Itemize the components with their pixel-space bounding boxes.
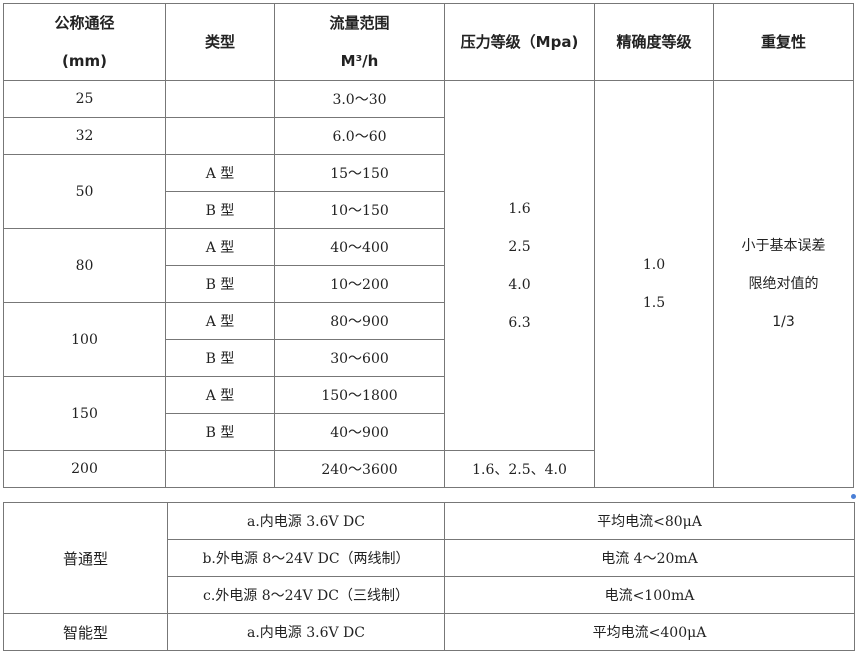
cell-pressure: 1.6 2.5 4.0 6.3 — [444, 80, 595, 451]
table-row: 100 A 型 80～900 — [3, 302, 854, 377]
cell-type: A 型 — [165, 154, 275, 192]
cell-flow: 80～900 — [274, 302, 445, 340]
cell-flow: 10～150 — [274, 191, 445, 229]
cell-type: A 型 — [165, 228, 275, 266]
cell-type — [165, 80, 275, 118]
cell-flow: 30～600 — [274, 339, 445, 377]
cell-flow: 15～150 — [274, 154, 445, 192]
table-row: 普通型 a.内电源 3.6V DC 平均电流<80μA — [3, 502, 855, 614]
power-table: 普通型 a.内电源 3.6V DC 平均电流<80μA b.外电源 8～24V DC… — [3, 502, 855, 651]
header-repeatability: 重复性 — [713, 3, 854, 81]
table-row: 智能型 a.内电源 3.6V DC 平均电流<400μA — [3, 613, 855, 651]
cell-flow: 150～1800 — [274, 376, 445, 414]
pressure-value: 1.6 — [508, 200, 531, 217]
header-flow: 流量范围 M³/h — [274, 3, 445, 81]
pressure-value: 6.3 — [508, 314, 531, 331]
cell-group: 普通型 — [3, 502, 168, 614]
header-diameter: 公称通径 (mm) — [3, 3, 166, 81]
header-pressure: 压力等级（Mpa) — [444, 3, 595, 81]
header-type: 类型 — [165, 3, 275, 81]
cell-flow: 10～200 — [274, 265, 445, 303]
cell-accuracy: 1.0 1.5 — [594, 80, 714, 488]
table-row: B 型 40～900 — [4, 413, 854, 451]
spec-table: 公称通径 (mm) 类型 流量范围 M³/h 压力等级（Mpa) 精确度等级 重复性… — [3, 3, 854, 488]
header-flow-unit: M³/h — [340, 52, 379, 70]
cell-type: B 型 — [165, 191, 275, 229]
repeatability-line: 1/3 — [772, 314, 795, 330]
table-row: B 型 10～150 — [4, 191, 854, 229]
cell-current: 平均电流<400μA — [444, 613, 855, 651]
cell-diameter: 32 — [3, 117, 166, 155]
cell-flow: 6.0～60 — [274, 117, 445, 155]
table-row: B 型 10～200 — [4, 265, 854, 303]
cell-supply: b.外电源 8～24V DC（两线制） — [167, 539, 445, 577]
header-diameter-unit: (mm) — [62, 52, 107, 70]
cell-pressure: 1.6、2.5、4.0 — [444, 450, 595, 488]
cell-current: 电流<100mA — [444, 576, 855, 614]
repeatability-line: 小于基本误差 — [741, 238, 826, 254]
accuracy-value: 1.0 — [642, 257, 666, 273]
table-row: 200 240～3600 1.6、2.5、4.0 — [3, 450, 854, 488]
cell-type: B 型 — [165, 265, 275, 303]
cell-diameter: 200 — [3, 450, 166, 488]
table-row: b.外电源 8～24V DC（两线制） 电流 4～20mA — [4, 539, 855, 577]
cell-diameter: 80 — [3, 228, 166, 303]
cell-diameter: 25 — [3, 80, 166, 118]
resize-handle[interactable] — [851, 494, 856, 499]
cell-type: B 型 — [165, 413, 275, 451]
cell-flow: 240～3600 — [274, 450, 445, 488]
cell-flow: 40～400 — [274, 228, 445, 266]
cell-type — [165, 117, 275, 155]
table-row: 50 A 型 15～150 — [3, 154, 854, 229]
cell-current: 平均电流<80μA — [444, 502, 855, 540]
table-row: B 型 30～600 — [4, 339, 854, 377]
table-row: 25 3.0～30 1.6 2.5 4.0 6.3 1.0 1.5 小于基本误差… — [3, 80, 854, 488]
cell-flow: 40～900 — [274, 413, 445, 451]
cell-type — [165, 450, 275, 488]
table-row: 80 A 型 40～400 — [3, 228, 854, 303]
cell-diameter: 50 — [3, 154, 166, 229]
header-flow-label: 流量范围 — [329, 14, 390, 32]
cell-group: 智能型 — [3, 613, 168, 651]
header-row: 公称通径 (mm) 类型 流量范围 M³/h 压力等级（Mpa) 精确度等级 重复性 — [3, 3, 854, 81]
cell-supply: a.内电源 3.6V DC — [167, 502, 445, 540]
header-accuracy: 精确度等级 — [594, 3, 714, 81]
cell-diameter: 150 — [3, 376, 166, 451]
cell-current: 电流 4～20mA — [444, 539, 855, 577]
cell-type: B 型 — [165, 339, 275, 377]
cell-diameter: 100 — [3, 302, 166, 377]
repeatability-line: 限绝对值的 — [748, 276, 819, 292]
cell-repeatability: 小于基本误差 限绝对值的 1/3 — [713, 80, 854, 488]
cell-supply: a.内电源 3.6V DC — [167, 613, 445, 651]
header-diameter-label: 公称通径 — [54, 14, 115, 32]
cell-flow: 3.0～30 — [274, 80, 445, 118]
cell-supply: c.外电源 8～24V DC（三线制） — [167, 576, 445, 614]
accuracy-value: 1.5 — [642, 295, 666, 311]
cell-type: A 型 — [165, 302, 275, 340]
pressure-value: 4.0 — [508, 276, 531, 293]
pressure-value: 2.5 — [508, 238, 531, 255]
cell-type: A 型 — [165, 376, 275, 414]
